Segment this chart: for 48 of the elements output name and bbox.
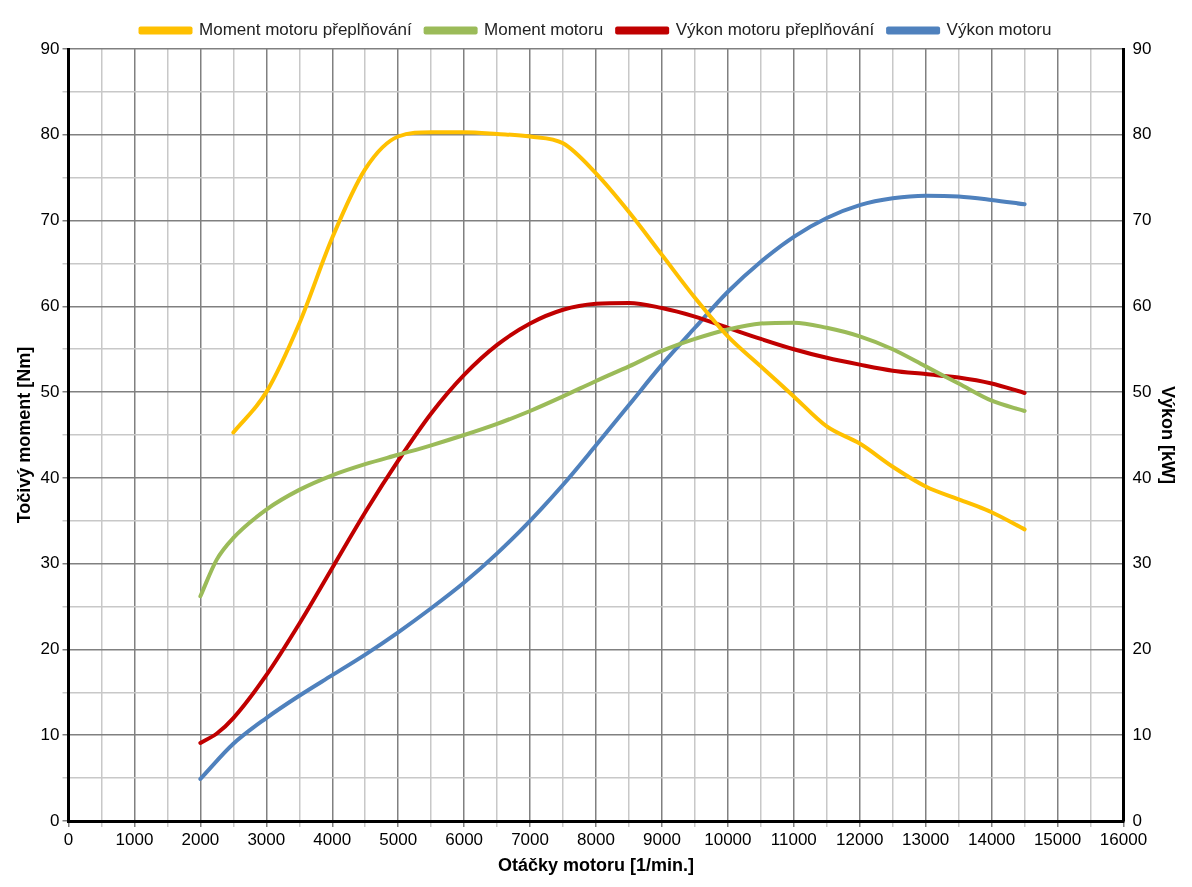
x-tick-label: 6000 [445,829,484,849]
y-tick-label: 30 [40,553,60,573]
x-tick-label: 7000 [511,829,549,849]
y-tick-label: 10 [40,724,60,744]
y2-tick-label: 0 [1132,810,1142,830]
y-tick-label: 20 [40,639,60,659]
x-tick-label: 15000 [1033,829,1082,849]
y2-tick-label: 60 [1132,296,1152,316]
y-tick-label: 0 [50,810,60,830]
y-tick-label: 80 [40,124,60,144]
x-tick-label: 1000 [115,829,154,849]
x-tick-label: 8000 [577,829,615,849]
x-tick-label: 12000 [836,829,884,849]
y2-tick-label: 20 [1132,639,1152,659]
x-tick-label: 11000 [770,829,817,849]
x-tick-label: 4000 [313,829,352,849]
x-tick-label: 16000 [1099,829,1148,849]
line-series [198,320,1027,599]
x-tick-label: 2000 [181,829,220,849]
legend-label: Výkon motoru [946,20,1052,40]
y-axis-title: Točivý moment [Nm] [13,346,34,524]
y-tick-label: 70 [40,210,60,230]
x-tick-label: 5000 [379,829,418,849]
line-series [198,300,1027,745]
line-series [198,193,1027,781]
y-tick-label: 60 [40,296,60,316]
y-tick-label: 50 [40,381,60,401]
y2-tick-label: 90 [1132,38,1152,58]
x-tick-label: 13000 [902,829,950,849]
y-tick-label: 40 [40,467,60,487]
y-tick-label: 90 [40,38,60,58]
legend-label: Výkon motoru přeplňování [675,20,875,40]
y2-tick-label: 80 [1132,124,1152,144]
x-axis-title: Otáčky motoru [1/min.] [497,855,695,876]
line-series [231,130,1027,532]
x-tick-label: 14000 [967,829,1016,849]
y2-tick-label: 30 [1132,553,1152,573]
legend-label: Moment motoru [484,20,604,40]
y2-tick-label: 70 [1132,210,1152,230]
x-tick-label: 0 [63,829,74,849]
y2-tick-label: 40 [1132,467,1152,487]
legend-label: Moment motoru přeplňování [199,20,412,40]
x-tick-label: 3000 [247,829,286,849]
x-tick-label: 10000 [704,829,752,849]
y2-tick-label: 50 [1132,381,1152,401]
x-tick-label: 9000 [643,829,681,849]
y2-axis-title: Výkon [kW] [1158,385,1179,485]
y2-tick-label: 10 [1132,724,1152,744]
